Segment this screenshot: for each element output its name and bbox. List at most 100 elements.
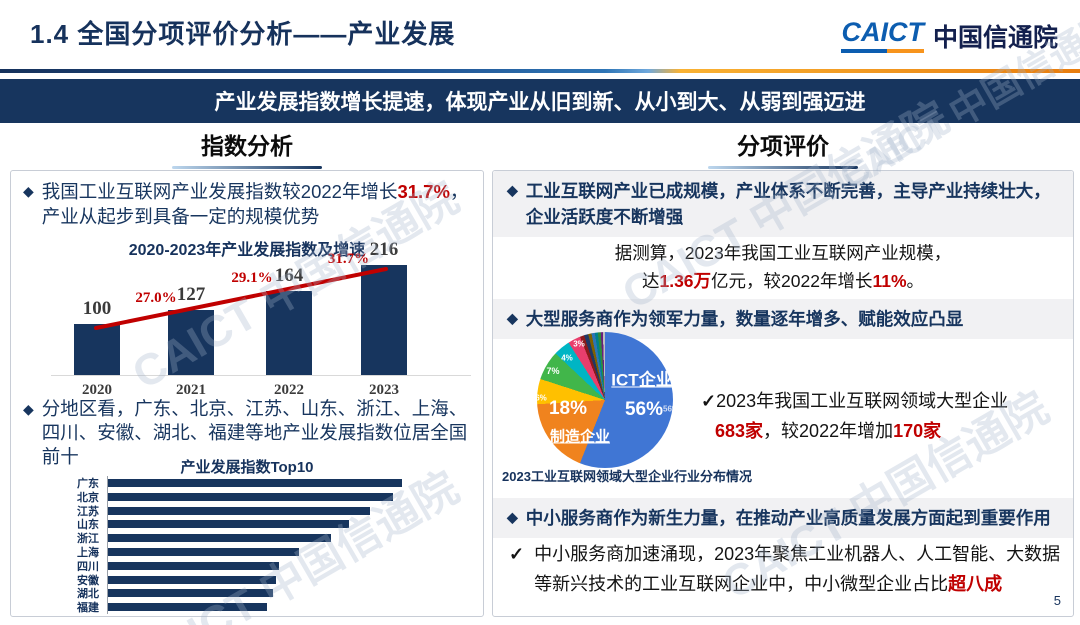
left-bullet-2: ◆ 分地区看，广东、北京、江苏、山东、浙江、上海、四川、安徽、湖北、福建等地产业… [23,397,479,469]
top10-bar [108,520,349,529]
left-bullet-2-text: 分地区看，广东、北京、江苏、山东、浙江、上海、四川、安徽、湖北、福建等地产业发展… [41,398,468,467]
caict-logo-text: CAICT [841,17,924,53]
index-bar-chart: 100 2020 127 2021 164 2022 216 2023 27.0% 29.1% 31… [11,239,485,481]
top10-row: 四川 [11,558,485,573]
growth-label: 29.1% [231,270,273,287]
left-bullet-1: ◆ 我国工业互联网产业发展指数较2022年增长31.7%，产业从起步到具备一定的… [23,179,475,229]
index-analysis-panel: ◆ 我国工业互联网产业发展指数较2022年增长31.7%，产业从起步到具备一定的… [10,170,484,617]
sub-evaluation-panel: ◆ 工业互联网产业已成规模，产业体系不断完善，主导产业持续壮大，企业活跃度不断增… [492,170,1074,617]
top10-label: 福建 [77,602,99,615]
diamond-bullet-icon: ◆ [507,310,518,326]
headline-banner-text: 产业发展指数增长提速，体现产业从旧到新、从小到大、从弱到强迈进 [214,91,866,114]
pie-label-4pct: 4% [561,353,573,363]
right-section-underline [708,166,858,169]
top10-bar [108,561,279,570]
x-axis-line [51,375,471,376]
top10-bar-chart: 广东 北京 江苏 山东 浙江 上海 四川 安徽 湖北 福建 [11,476,485,615]
sme-note-text: 中小服务商加速涌现，2023年聚焦工业机器人、人工智能、大数据等新兴技术的工业互… [534,544,1061,594]
x-tick-label: 2022 [274,382,304,398]
pie-label-ict-pct-small: 56% [662,404,680,414]
page-number: 5 [1053,593,1061,608]
industry-pie-chart [537,332,673,468]
top10-label: 安徽 [77,574,99,587]
top10-bar [108,575,276,584]
top10-bar-wrap [107,586,485,601]
headline-banner: 产业发展指数增长提速，体现产业从旧到新、从小到大、从弱到强迈进 [0,79,1080,123]
top10-label: 广东 [77,478,99,490]
sme-note: ✓ 中小服务商加速涌现，2023年聚焦工业机器人、人工智能、大数据等新兴技术的工… [509,539,1061,599]
pie-label-mfg: 制造企业 [549,428,611,446]
top10-row: 上海 [11,545,485,559]
left-section-underline [172,166,322,169]
right-bullet-3: ◆ 中小服务商作为新生力量，在推动产业高质量发展方面起到重要作用 [493,498,1073,538]
left-section-head: 指数分析 [10,127,484,169]
top10-row: 福建 [11,600,485,615]
right-section-title: 分项评价 [737,133,829,159]
top10-label: 四川 [77,560,99,573]
top10-bar-wrap [107,476,485,490]
bar-2020 [74,324,120,375]
highlight-11pct: 11% [872,271,907,291]
highlight-1-36: 1.36万 [659,271,712,291]
top10-bar [108,603,267,612]
right-bullet-1-text: 工业互联网产业已成规模，产业体系不断完善，主导产业持续壮大，企业活跃度不断增强 [525,181,1051,227]
pie-label-mfg-pct: 18% [548,398,588,419]
top10-bar-wrap [107,558,485,573]
large-enterprise-note: ✓2023年我国工业互联网领域大型企业 683家，较2022年增加170家 [701,391,1009,441]
right-bullet-2: ◆ 大型服务商作为领军力量，数量逐年增多、赋能效应凸显 [493,299,1073,339]
header-divider-line [0,69,1080,73]
bar-2023 [361,265,407,375]
top10-label: 山东 [77,519,99,532]
diamond-bullet-icon: ◆ [507,182,518,198]
x-tick-label: 2020 [82,382,112,398]
pie-label-3pct: 3% [573,339,585,349]
caict-logo: CAICT 中国信通院 [841,18,1058,54]
top10-bar-wrap [107,600,485,615]
bar-2022 [266,291,312,375]
right-bullet-2-text: 大型服务商作为领军力量，数量逐年增多、赋能效应凸显 [525,309,964,329]
left-bullet-1-text: 我国工业互联网产业发展指数较2022年增长31.7%，产业从起步到具备一定的规模… [41,181,469,227]
bar-2021 [168,310,214,375]
right-section-head: 分项评价 [492,127,1074,169]
x-tick-label: 2023 [369,382,399,398]
top10-bar-wrap [107,531,485,546]
top10-chart-title: 产业发展指数Top10 [180,459,314,476]
left-section-title: 指数分析 [201,133,293,159]
pie-label-6pct: 6% [535,393,547,403]
growth-label: 31.7% [327,250,370,267]
top10-bar [108,492,393,501]
bar-value-label: 164 [274,265,304,286]
pie-label-ict: ICT企业 [611,370,673,390]
page-title: 1.4 全国分项评价分析——产业发展 [30,19,456,49]
top10-bar [108,479,402,487]
top10-row: 江苏 [11,503,485,518]
top10-row: 湖北 [11,586,485,601]
check-icon: ✓ [509,544,525,564]
growth-label: 27.0% [135,289,177,306]
top10-label: 北京 [77,491,99,504]
caict-logo-cn: 中国信通院 [932,24,1058,52]
pie-label-7pct: 7% [546,366,560,376]
highlight-683: 683家 [715,421,764,441]
top10-bar-wrap [107,517,485,532]
right-bullet-1: ◆ 工业互联网产业已成规模，产业体系不断完善，主导产业持续壮大，企业活跃度不断增… [493,171,1073,237]
top10-row: 广东 [11,476,485,490]
bar-chart-title: 2020-2023年产业发展指数及增速 [128,242,366,259]
top10-bar-wrap [107,545,485,559]
bar-value-label: 100 [82,298,112,319]
top10-row: 山东 [11,517,485,532]
top10-label: 湖北 [77,588,99,601]
growth-line [94,267,388,330]
top10-bar-wrap [107,503,485,518]
diamond-bullet-icon: ◆ [23,401,34,417]
top10-bar [108,548,299,556]
top10-bar-wrap [107,489,485,504]
top10-label: 浙江 [77,533,99,546]
diamond-bullet-icon: ◆ [507,509,518,525]
scale-paragraph: 据测算，2023年我国工业互联网产业规模， 达1.36万亿元，较2022年增长1… [614,243,952,291]
top10-bar [108,534,331,543]
bar-value-label: 127 [176,284,206,305]
bar-value-label: 216 [369,239,399,260]
highlight-over80pct: 超八成 [948,574,1003,594]
